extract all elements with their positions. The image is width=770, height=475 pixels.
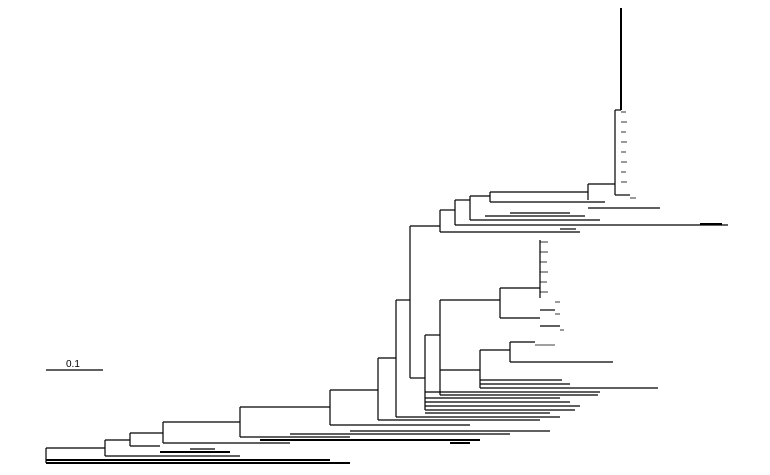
upper-clade bbox=[439, 8, 728, 233]
tip-cluster-middle bbox=[535, 241, 564, 346]
lower-clade bbox=[424, 240, 658, 414]
scale-bar-label: 0.1 bbox=[66, 359, 80, 370]
tree-backbone bbox=[45, 225, 560, 464]
tip-cluster-top bbox=[621, 111, 636, 199]
scale-bar: 0.1 bbox=[46, 359, 103, 371]
